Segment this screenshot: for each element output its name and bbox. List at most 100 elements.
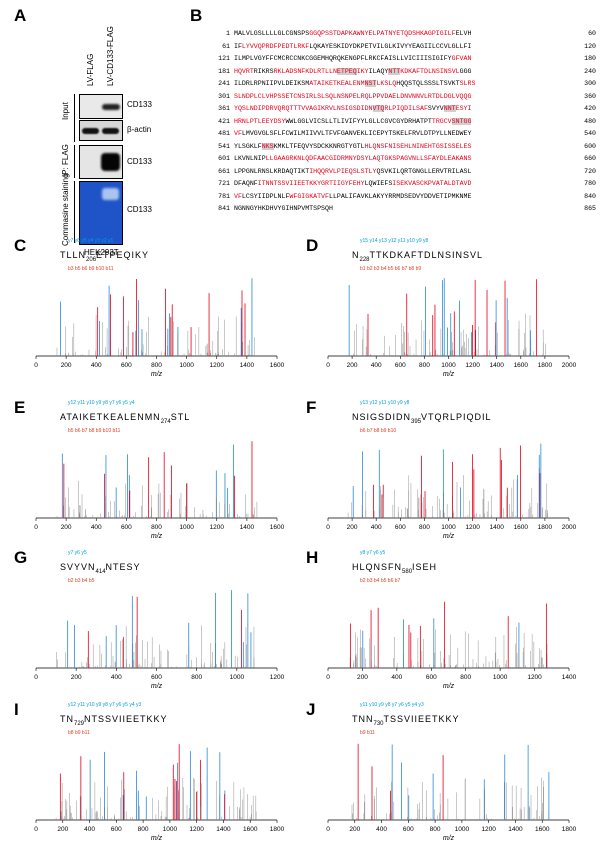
coomassie-gel <box>79 181 123 245</box>
x-tick-label: 1800 <box>538 524 553 531</box>
spectrum-panel-f: y13 y12 y11 y10 y9 y8 NSIGSDIDN395VTQRLPI… <box>314 398 586 548</box>
x-tick-label: 1000 <box>163 826 178 833</box>
sequence-end-number: 865 <box>584 205 596 212</box>
panel-letter-i: I <box>14 700 19 719</box>
x-tick-label: 1000 <box>441 524 456 531</box>
sequence-segment: VF <box>234 192 242 200</box>
sequence-row: 841 NGNNGYHKDHVYGIHNPVMTSPSQH 865 <box>208 203 596 216</box>
peptide-suffix: VTQRLPIQDIL <box>421 412 492 422</box>
sequence-start-number: 721 <box>218 180 230 187</box>
y-ion-labels: y12 y11 y10 y9 y8 y7 y6 y5 y4 y3 <box>68 702 142 708</box>
y-ion-labels: y8 y7 y6 y5 <box>360 550 386 556</box>
y-ion-labels: y13 y12 y11 y10 y9 y8 <box>360 400 410 406</box>
sequence-residues: LKVNLNIPLLGAAGRKNLQDFAACGIDRMNYDSYLAQTGK… <box>234 153 574 166</box>
peptide-suffix: NTSSVIIEETKKY <box>84 714 168 724</box>
peptide-prefix: TLLN <box>60 250 87 260</box>
x-tick-label: 1600 <box>270 362 284 369</box>
peptide-suffix: NTESY <box>105 562 141 572</box>
sequence-segment: IF <box>234 42 242 50</box>
peptide-sequence: TLLN206ETPEQIKY <box>60 250 149 263</box>
x-tick-label: 1200 <box>465 524 480 531</box>
panel-letter-b: B <box>190 6 203 25</box>
x-tick-label: 400 <box>111 674 122 681</box>
sequence-row: 181 HQVRTRIKRSRKLADSNFKDLRTLLNETPEQIKYILA… <box>208 66 596 79</box>
cell-line-label: HEK293T <box>84 248 119 257</box>
sequence-residues: DFAQNFITNNTSSVIIEETKKYGRTIIGYFEHYLQWIEFS… <box>234 178 574 191</box>
peptide-prefix: SVYVN <box>60 562 96 572</box>
x-tick-label: 0 <box>326 524 330 531</box>
x-axis-label: m/z <box>443 835 455 842</box>
sequence-segment: ILMPLVGYFFCMCRCCNKCGGEMHQRQKENGPFLRKCFAI… <box>234 55 452 62</box>
sequence-start-number: 181 <box>218 67 230 75</box>
x-tick-label: 400 <box>91 524 102 531</box>
sequence-segment: HQVRT <box>234 67 254 75</box>
sequence-residues: HRNLPTLEEYDSYWWLGGLVICSLLTLIVIFYYLGLLCGV… <box>234 116 574 129</box>
sequence-residues: IFLYVVQPRDFPEDTLRKFLQKAYESKIDYDKPETVILGL… <box>234 41 574 54</box>
sequence-start-number: 361 <box>218 105 230 112</box>
ip-flag-section-label: IP: FLAG <box>61 144 70 177</box>
b-ion-labels: b6 b7 b8 b9 b10 <box>360 428 397 434</box>
sequence-segment: KMKLTFEQVYSDCKKNRGTYGTL <box>273 142 365 150</box>
sequence-row: 781 VFLCSYIIDPLNLFWFGIGKATVFLLPALIFAVKLAK… <box>208 191 596 204</box>
glycosite-number: 274 <box>160 418 171 425</box>
spectrum-panel-c: y7 y6 y5 y4 y3 y2 y1 TLLN206ETPEQIKY b3 b5… <box>22 236 294 386</box>
sequence-end-number: 60 <box>588 30 596 37</box>
x-tick-label: 400 <box>84 826 95 833</box>
ip-cd133-band <box>101 153 120 171</box>
x-axis-label: m/z <box>151 371 163 378</box>
x-tick-label: 200 <box>347 362 358 369</box>
sequence-segment: LYVVQPRDFPEDTLRKF <box>241 42 310 50</box>
sequence-residues: LPPGNLRNSLKRDAQTIKTIHQQRVLPIEQSLSTLYQSVK… <box>234 166 574 179</box>
sequence-row: 481 VFLMVGVGLSFLFCWILMIIVVLTFVFGANVEKLICE… <box>208 128 596 141</box>
ip-bracket <box>74 145 75 178</box>
x-tick-label: 1600 <box>243 826 258 833</box>
spectrum-panel-g: y7 y6 y5 SVYVN414NTESY b2 b3 b4 b5 0 200 400 6… <box>22 548 294 698</box>
sequence-segment: ESYI <box>455 105 472 112</box>
x-tick-label: 400 <box>371 362 382 369</box>
x-tick-label: 600 <box>426 674 437 681</box>
sequence-segment: DFAQNF <box>234 180 258 187</box>
x-tick-label: 1200 <box>527 674 542 681</box>
x-tick-label: 600 <box>121 524 132 531</box>
x-tick-label: 0 <box>326 826 330 833</box>
spectrum-plot: 0 200 400 600 800 1000 1200 m/z <box>34 590 284 690</box>
x-tick-label: 0 <box>34 524 38 531</box>
x-axis-label: m/z <box>443 683 455 690</box>
band-label-cd133-ip: CD133 <box>127 157 152 166</box>
panel-letter-c: C <box>14 236 27 255</box>
sequence-segment: YLSGKLF <box>234 142 262 150</box>
x-tick-label: 800 <box>191 674 202 681</box>
sequence-segment: KDKAFTDLNSINSVL <box>400 67 460 75</box>
sequence-segment: LKSLQ <box>376 80 397 87</box>
glycosite-number: 729 <box>74 720 85 727</box>
sequence-segment: NGNNGYHKDHVYGIHNPVMTSPSQH <box>234 205 333 212</box>
sequence-start-number: 241 <box>218 80 230 87</box>
sequence-start-number: 61 <box>222 42 230 50</box>
spectrum-plot: 0 200 400 600 800 1000 1200 1400 m/z <box>326 601 576 690</box>
sequence-segment: TRGCV <box>431 117 452 125</box>
x-tick-label: 400 <box>391 674 402 681</box>
spectrum-plot: 0 200 400 600 800 1000 1200 1400 1600 1800 m/z <box>34 744 284 842</box>
sequence-row: 541 YLSGKLFNKSKMKLTFEQVYSDCKKNRGTYGTLHLQN… <box>208 141 596 154</box>
x-tick-label: 600 <box>111 826 122 833</box>
spectrum-panel-e: y12 y11 y10 y9 y8 y7 y6 y5 y4 ATAIKETKEAL… <box>22 398 294 548</box>
sequence-residues: YQSLNDIPDRVQRQTTTVVAGIKRVLNSIGSDIDNVTQRL… <box>234 103 574 116</box>
sequence-residues: VFLMVGVGLSFLFCWILMIIVVLTFVFGANVEKLICEPYT… <box>234 128 574 141</box>
sequence-segment: LCSYIIDPLNLF <box>241 192 290 200</box>
x-tick-label: 1800 <box>270 826 284 833</box>
x-tick-label: 1600 <box>535 826 550 833</box>
sequence-end-number: 540 <box>584 130 596 137</box>
spectrum-plot: 0 200 400 600 800 1000 1200 1400 1600 m/z <box>34 278 284 378</box>
sequence-residues: ILMPLVGYFFCMCRCCNKCGGEMHQRQKENGPFLRKCFAI… <box>234 53 574 66</box>
peptide-prefix: NSIGSDIDN <box>352 412 412 422</box>
x-tick-label: 2000 <box>562 524 576 531</box>
x-tick-label: 600 <box>121 362 132 369</box>
x-tick-label: 200 <box>71 674 82 681</box>
b-ion-labels: b9 b11 <box>360 730 375 736</box>
x-tick-label: 1000 <box>441 362 456 369</box>
panel-letter-d: D <box>306 236 319 255</box>
x-tick-label: 1200 <box>270 674 284 681</box>
y-ion-labels: y7 y6 y5 y4 y3 y2 y1 <box>68 238 114 244</box>
x-tick-label: 2000 <box>562 362 576 369</box>
